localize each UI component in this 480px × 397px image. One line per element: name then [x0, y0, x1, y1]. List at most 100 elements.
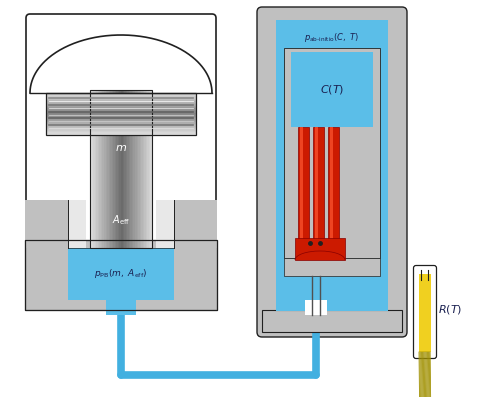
Bar — [46, 96, 196, 97]
Bar — [68, 248, 174, 300]
Bar — [25, 240, 217, 310]
Bar — [46, 101, 196, 103]
Bar — [276, 20, 388, 315]
Bar — [116, 90, 118, 248]
Bar — [46, 128, 196, 129]
FancyBboxPatch shape — [413, 266, 436, 358]
Bar — [149, 90, 150, 248]
Polygon shape — [30, 35, 212, 93]
Bar — [95, 90, 96, 248]
Bar — [300, 127, 303, 242]
Text: $A_{\rm eff}$: $A_{\rm eff}$ — [112, 213, 130, 227]
Bar — [135, 90, 136, 248]
Bar — [127, 90, 129, 248]
Bar — [106, 295, 136, 315]
Bar — [92, 90, 93, 248]
Bar — [276, 276, 388, 311]
Bar — [46, 116, 196, 117]
Bar — [121, 90, 122, 248]
Bar — [313, 127, 324, 242]
Bar — [46, 122, 196, 124]
Bar — [132, 90, 133, 248]
Bar — [315, 127, 318, 242]
Bar — [46, 97, 196, 98]
Bar — [96, 90, 98, 248]
Bar — [144, 90, 146, 248]
Bar — [291, 52, 373, 127]
Bar — [46, 100, 196, 101]
Bar — [98, 90, 99, 248]
Bar — [305, 300, 327, 315]
Bar — [122, 90, 124, 248]
Bar — [106, 90, 107, 248]
Bar — [129, 90, 130, 248]
Bar — [124, 90, 126, 248]
Bar — [25, 200, 68, 248]
Bar — [99, 90, 101, 248]
Bar — [107, 90, 108, 248]
Bar — [104, 90, 106, 248]
Bar — [46, 111, 196, 113]
Bar — [46, 114, 196, 116]
Bar — [46, 131, 196, 132]
Bar — [419, 274, 431, 352]
Bar — [46, 117, 196, 118]
Bar — [110, 90, 112, 248]
Bar — [68, 200, 86, 248]
FancyBboxPatch shape — [26, 14, 216, 282]
Bar — [46, 103, 196, 104]
Bar — [328, 127, 339, 242]
Bar — [136, 90, 138, 248]
Bar — [108, 90, 110, 248]
Bar — [46, 132, 196, 134]
Bar — [46, 129, 196, 131]
Bar — [46, 107, 196, 108]
Bar — [101, 90, 102, 248]
Bar — [130, 90, 132, 248]
Bar — [115, 90, 116, 248]
Bar — [46, 118, 196, 119]
Bar — [46, 104, 196, 106]
Bar — [46, 108, 196, 110]
Bar — [141, 90, 143, 248]
Bar — [46, 125, 196, 127]
Text: $R(T)$: $R(T)$ — [438, 303, 462, 316]
Bar — [46, 127, 196, 128]
Bar — [330, 127, 333, 242]
Bar — [120, 90, 121, 248]
Bar — [150, 90, 152, 248]
Bar — [174, 200, 217, 248]
Bar — [46, 94, 196, 96]
Bar — [118, 90, 120, 248]
Text: $m$: $m$ — [115, 143, 127, 153]
Text: $C(T)$: $C(T)$ — [320, 83, 344, 96]
Bar — [46, 113, 196, 114]
Bar — [140, 90, 141, 248]
Bar — [143, 90, 144, 248]
Bar — [46, 119, 196, 121]
Bar — [46, 98, 196, 100]
Bar — [46, 93, 196, 94]
Bar — [113, 90, 115, 248]
Bar — [90, 90, 152, 248]
Bar — [102, 90, 104, 248]
Bar — [25, 240, 217, 310]
Bar — [46, 124, 196, 125]
Text: $p_{\rm ab\text{-}initio}(C,\ T)$: $p_{\rm ab\text{-}initio}(C,\ T)$ — [304, 31, 360, 44]
Bar — [146, 90, 147, 248]
Bar — [156, 200, 174, 248]
Bar — [284, 48, 380, 258]
Bar — [133, 90, 135, 248]
Bar — [112, 90, 113, 248]
Bar — [284, 258, 380, 276]
Bar — [46, 106, 196, 107]
Bar — [46, 121, 196, 122]
Bar — [46, 134, 196, 135]
Bar — [295, 238, 345, 260]
Bar — [138, 90, 140, 248]
Bar — [147, 90, 149, 248]
Bar — [262, 310, 402, 332]
Bar — [298, 127, 309, 242]
Bar — [46, 93, 196, 135]
Text: $p_{\rm PB}(m,\ A_{\rm eff})$: $p_{\rm PB}(m,\ A_{\rm eff})$ — [94, 268, 148, 281]
